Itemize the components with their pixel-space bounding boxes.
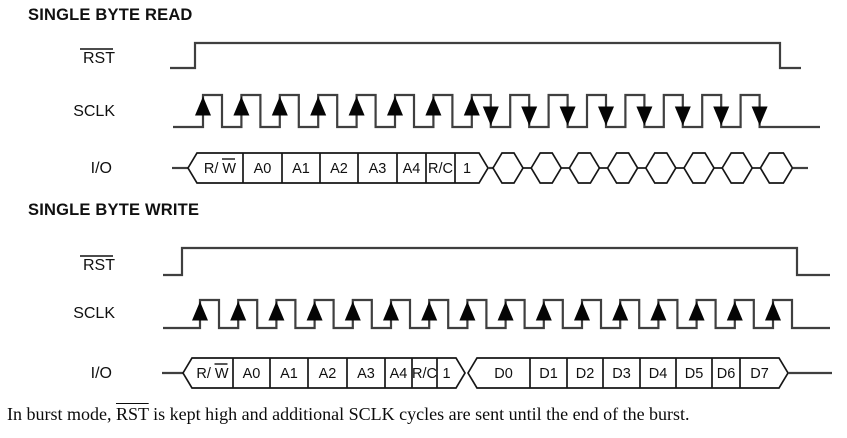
clock-rising-edge-arrow [612, 301, 629, 321]
bus-cell-label: R/ W [196, 366, 229, 382]
read-rst-wave [170, 41, 801, 70]
clock-rising-edge-arrow [650, 301, 667, 321]
bus-cell-label: D6 [717, 366, 736, 382]
clock-falling-edge-arrow [598, 106, 614, 126]
write-rst-wave [163, 246, 830, 277]
undefined-data-hex [568, 152, 601, 184]
undefined-data-hex [721, 152, 754, 184]
bus-cell-label: A2 [330, 161, 348, 177]
clock-rising-edge-arrow [574, 301, 590, 321]
undefined-data-hex [683, 152, 715, 184]
footnote: In burst mode, RST is kept high and addi… [7, 404, 690, 425]
bus-cell-label: A0 [254, 161, 272, 177]
undefined-data-hex [530, 152, 563, 184]
footnote-rst-label: RST [115, 404, 149, 424]
clock-falling-edge-arrow [559, 106, 576, 126]
bus-cell-label: D7 [750, 366, 769, 382]
clock-rising-edge-arrow [535, 301, 552, 321]
bus-packet [182, 357, 466, 389]
bus-cell-label: R/C [428, 161, 453, 177]
write-sclk-wave [163, 298, 830, 330]
section-title-write: SINGLE BYTE WRITE [28, 201, 200, 219]
clock-falling-edge-arrow [674, 106, 691, 126]
clock-falling-edge-arrow [636, 106, 653, 126]
clock-rising-edge-arrow [195, 96, 211, 116]
undefined-data-hex [759, 152, 794, 184]
bus-cell-label: D1 [539, 366, 558, 382]
read-io-label: I/O [91, 160, 112, 177]
clock-rising-edge-arrow [230, 301, 247, 321]
clock-rising-edge-arrow [310, 96, 327, 116]
clock-rising-edge-arrow [425, 96, 442, 116]
clock-rising-edge-arrow [497, 301, 514, 321]
bus-cell-label: A1 [280, 366, 298, 382]
section-title-read: SINGLE BYTE READ [28, 6, 193, 24]
undefined-data-hex [606, 152, 639, 184]
bus-cell-label: A2 [319, 366, 337, 382]
bus-cell-label: R/C [412, 366, 437, 382]
clock-rising-edge-arrow [387, 96, 403, 116]
bus-cell-label: A3 [357, 366, 375, 382]
read-sclk-label: SCLK [73, 103, 115, 120]
clock-falling-edge-arrow [713, 106, 730, 126]
bus-cell-label: D4 [649, 366, 668, 382]
undefined-data-hex [644, 152, 677, 184]
clock-rising-edge-arrow [344, 301, 361, 321]
read-rst-label: RST [83, 50, 115, 67]
clock-rising-edge-arrow [233, 96, 250, 116]
footnote-text-post: is kept high and additional SCLK cycles … [148, 404, 690, 424]
clock-rising-edge-arrow [765, 301, 781, 321]
bus-cell-label: D3 [612, 366, 631, 382]
bus-cell-label: 1 [442, 366, 450, 382]
bus-cell-label: A0 [243, 366, 261, 382]
write-io-label: I/O [91, 365, 112, 382]
undefined-data-hex [492, 152, 524, 184]
bus-cell-label: A3 [369, 161, 387, 177]
bus-cell-label: D0 [494, 366, 513, 382]
clock-rising-edge-arrow [268, 301, 285, 321]
clock-falling-edge-arrow [482, 106, 499, 126]
read-sclk-wave [173, 93, 820, 129]
bus-cell-label: 1 [463, 161, 471, 177]
bus-cell-label: A1 [292, 161, 310, 177]
clock-rising-edge-arrow [192, 301, 208, 321]
clock-rising-edge-arrow [383, 301, 399, 321]
bus-cell-label: R/ W [204, 161, 237, 177]
clock-falling-edge-arrow [521, 106, 538, 126]
clock-rising-edge-arrow [421, 301, 438, 321]
clock-rising-edge-arrow [459, 301, 476, 321]
bus-cell-label: A4 [403, 161, 421, 177]
clock-rising-edge-arrow [726, 301, 743, 321]
clock-rising-edge-arrow [271, 96, 288, 116]
write-rst-label: RST [83, 257, 115, 274]
clock-rising-edge-arrow [688, 301, 705, 321]
footnote-text-pre: In burst mode, [7, 404, 116, 424]
clock-falling-edge-arrow [751, 106, 768, 126]
clock-rising-edge-arrow [463, 96, 480, 116]
write-sclk-label: SCLK [73, 305, 115, 322]
bus-cell-label: D2 [576, 366, 595, 382]
bus-cell-label: A4 [390, 366, 408, 382]
clock-rising-edge-arrow [306, 301, 323, 321]
bus-cell-label: D5 [685, 366, 704, 382]
clock-rising-edge-arrow [348, 96, 365, 116]
